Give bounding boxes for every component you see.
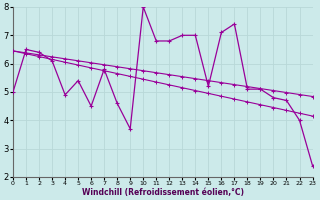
X-axis label: Windchill (Refroidissement éolien,°C): Windchill (Refroidissement éolien,°C) (82, 188, 244, 197)
